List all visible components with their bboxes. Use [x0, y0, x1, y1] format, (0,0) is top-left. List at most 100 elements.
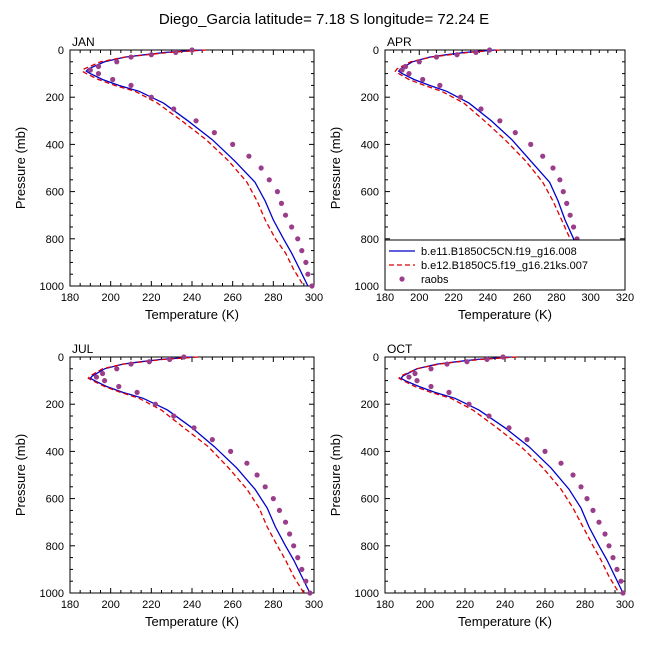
raobs-point	[567, 212, 573, 218]
raobs-point	[558, 460, 564, 466]
raobs-point	[299, 566, 305, 573]
panel-jul: 180 200 220 240 260 280 300 0 200 400 600 800 1000 Te…	[13, 342, 323, 629]
raobs-point	[570, 472, 576, 478]
x-tick-label: 320	[616, 292, 634, 304]
raobs-point	[307, 590, 313, 596]
panel-title: JUL	[72, 342, 94, 356]
raobs-point	[596, 519, 602, 525]
y-axis-title: Pressure (mb)	[328, 434, 343, 516]
x-tick-label: 180	[61, 599, 79, 611]
raobs-point	[614, 566, 620, 573]
raobs-point	[620, 590, 626, 596]
raobs-point	[433, 54, 440, 60]
raobs-point	[254, 472, 260, 478]
raobs-point	[266, 177, 272, 183]
raobs-point	[406, 71, 412, 77]
raobs-point	[128, 82, 134, 88]
raobs-point	[95, 63, 102, 70]
raobs-point	[305, 271, 311, 277]
x-tick-label: 300	[305, 599, 323, 611]
raobs-point	[446, 389, 452, 395]
y-tick-label: 600	[361, 494, 379, 506]
plot-frame	[69, 356, 315, 594]
raobs-point	[181, 354, 187, 360]
x-tick-label: 200	[416, 599, 434, 611]
panel-title: OCT	[387, 342, 413, 356]
raobs-point	[270, 496, 276, 502]
y-tick-label: 600	[46, 187, 64, 199]
x-tick-label: 240	[496, 599, 514, 611]
raobs-point	[116, 383, 122, 390]
x-tick-label: 260	[536, 599, 554, 611]
x-tick-label: 220	[456, 599, 474, 611]
raobs-point	[230, 141, 236, 147]
x-tick-label: 300	[616, 599, 634, 611]
raobs-point	[457, 94, 464, 100]
panel-title: APR	[387, 35, 412, 49]
raobs-point	[484, 356, 490, 362]
x-tick-label: 220	[444, 292, 462, 304]
x-axis-title: Temperature (K)	[145, 614, 239, 629]
raobs-point	[110, 76, 116, 83]
legend: b.e11.B1850C5CN.f19_g16.008 b.e12.B1850C5…	[384, 239, 626, 291]
figure-title: Diego_Garcia latitude= 7.18 S longitude=…	[159, 11, 489, 28]
raobs-point	[303, 578, 309, 584]
panel-oct: 180 200 220 240 260 280 300 0 200 400 600 800 1000 Te…	[328, 342, 634, 629]
raobs-point	[486, 413, 492, 419]
raobs-point	[560, 189, 566, 195]
y-axis-title: Pressure (mb)	[13, 127, 28, 209]
raobs-point	[618, 578, 624, 584]
raobs-point	[399, 67, 405, 73]
y-tick-label: 600	[361, 187, 379, 199]
raobs-point	[303, 259, 309, 265]
x-tick-label: 240	[479, 292, 497, 304]
raobs-point	[211, 130, 217, 136]
raobs-point	[287, 531, 293, 537]
y-tick-label: 800	[361, 234, 379, 246]
raobs-point	[428, 383, 434, 390]
model2-line	[398, 356, 620, 594]
y-tick-label: 400	[361, 446, 379, 458]
raobs-point	[167, 356, 173, 362]
raobs-point	[299, 248, 305, 254]
x-axis-title: Temperature (K)	[145, 307, 239, 322]
raobs-point	[528, 141, 534, 147]
raobs-point	[500, 354, 506, 360]
x-tick-label: 240	[183, 292, 201, 304]
raobs-point	[444, 361, 450, 367]
y-axis-title: Pressure (mb)	[328, 127, 343, 209]
raobs-point	[209, 437, 215, 443]
raobs-point	[148, 52, 154, 58]
x-tick-label: 200	[101, 292, 119, 304]
x-tick-label: 300	[305, 292, 323, 304]
raobs-point	[550, 165, 556, 171]
y-tick-label: 400	[361, 139, 379, 151]
x-tick-label: 180	[376, 292, 394, 304]
raobs-point	[171, 106, 177, 112]
legend-entry: raobs	[421, 274, 449, 286]
y-tick-label: 1000	[40, 588, 64, 600]
raobs-point	[454, 52, 460, 58]
raobs-point	[291, 543, 297, 549]
y-tick-label: 200	[46, 92, 64, 104]
plot-frame	[384, 356, 626, 594]
panel-apr: 180 200 220 240 260 280 300 320 0 200 400 600 800 100…	[328, 35, 634, 322]
raobs-point	[578, 484, 584, 490]
raobs-point	[584, 496, 590, 502]
raobs-point	[406, 374, 412, 380]
y-tick-label: 200	[46, 399, 64, 411]
raobs-point	[524, 437, 530, 443]
x-tick-label: 280	[264, 292, 282, 304]
raobs-point	[282, 212, 289, 218]
raobs-point	[246, 153, 252, 159]
raobs-point	[173, 49, 179, 55]
raobs-point	[282, 519, 289, 525]
raobs-point	[478, 106, 484, 112]
raobs-point	[278, 200, 285, 206]
model2-line	[81, 49, 305, 287]
raobs-point	[464, 359, 470, 365]
y-tick-label: 0	[373, 45, 379, 57]
y-tick-label: 400	[46, 446, 64, 458]
raobs-point	[148, 94, 154, 100]
raobs-point	[289, 224, 295, 230]
